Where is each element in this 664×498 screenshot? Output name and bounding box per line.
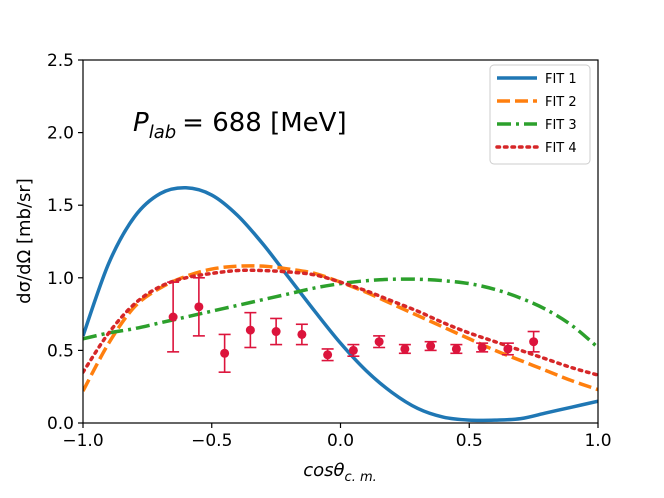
- legend-label-2: FIT 2: [545, 95, 577, 110]
- data-point-3: [220, 348, 230, 358]
- data-point-9: [374, 337, 384, 347]
- legend-entries: FIT 1 FIT 2 FIT 3 FIT 4: [495, 72, 577, 156]
- data-point-13: [477, 342, 487, 352]
- x-tick-label-3: 0.0: [327, 431, 354, 451]
- y-tick-label-4: 1.5: [47, 196, 74, 216]
- annotation-subscript: lab: [149, 122, 176, 143]
- x-axis-label-theta: θ: [334, 460, 345, 481]
- legend-box: [489, 64, 591, 165]
- series-layer: [83, 186, 598, 423]
- y-tick-label-5: 2.0: [47, 124, 74, 144]
- data-point-6: [297, 329, 307, 339]
- legend-label-3: FIT 3: [545, 118, 577, 133]
- x-tick-label-2: −0.5: [191, 431, 232, 451]
- legend: FIT 1 FIT 2 FIT 3 FIT 4: [489, 64, 591, 165]
- x-axis-label-prefix: cos: [303, 460, 333, 481]
- y-tick-label-6: 2.5: [47, 51, 74, 71]
- x-tick-label-5: 1.0: [584, 431, 611, 451]
- legend-label-4: FIT 4: [545, 141, 577, 156]
- y-tick-label-1: 0.0: [47, 414, 74, 434]
- data-point-5: [271, 327, 281, 337]
- x-axis-label-subscript: c. m.: [345, 470, 377, 485]
- annotation-suffix: = 688 [MeV]: [182, 108, 346, 138]
- series-line-4: [83, 268, 598, 377]
- data-point-12: [451, 344, 461, 354]
- y-axis-label: dσ/dΩ [mb/sr]: [14, 178, 35, 304]
- y-tick-label-2: 0.5: [47, 341, 74, 361]
- y-tick-label-3: 1.0: [47, 269, 74, 289]
- legend-label-1: FIT 1: [545, 72, 577, 87]
- data-point-2: [194, 302, 204, 312]
- data-point-14: [503, 344, 513, 354]
- data-point-4: [245, 325, 255, 335]
- data-point-10: [400, 344, 410, 354]
- annotation-prefix: P: [133, 108, 149, 138]
- x-axis-label: cosθc. m.: [303, 460, 377, 485]
- data-point-15: [529, 337, 539, 347]
- series-line-1: [83, 186, 598, 423]
- data-points-layer: [167, 276, 540, 373]
- data-point-7: [323, 350, 333, 360]
- axis-ticks: −1.0 −0.5 0.0 0.5 1.0 0.0 0.5 1.0 1.5 2.0 2.5: [47, 51, 612, 451]
- x-tick-label-4: 0.5: [456, 431, 483, 451]
- data-point-8: [348, 345, 358, 355]
- x-tick-label-1: −1.0: [62, 431, 103, 451]
- data-point-1: [168, 312, 178, 322]
- annotation-plab: Plab = 688 [MeV]: [133, 108, 347, 143]
- data-point-11: [426, 341, 436, 351]
